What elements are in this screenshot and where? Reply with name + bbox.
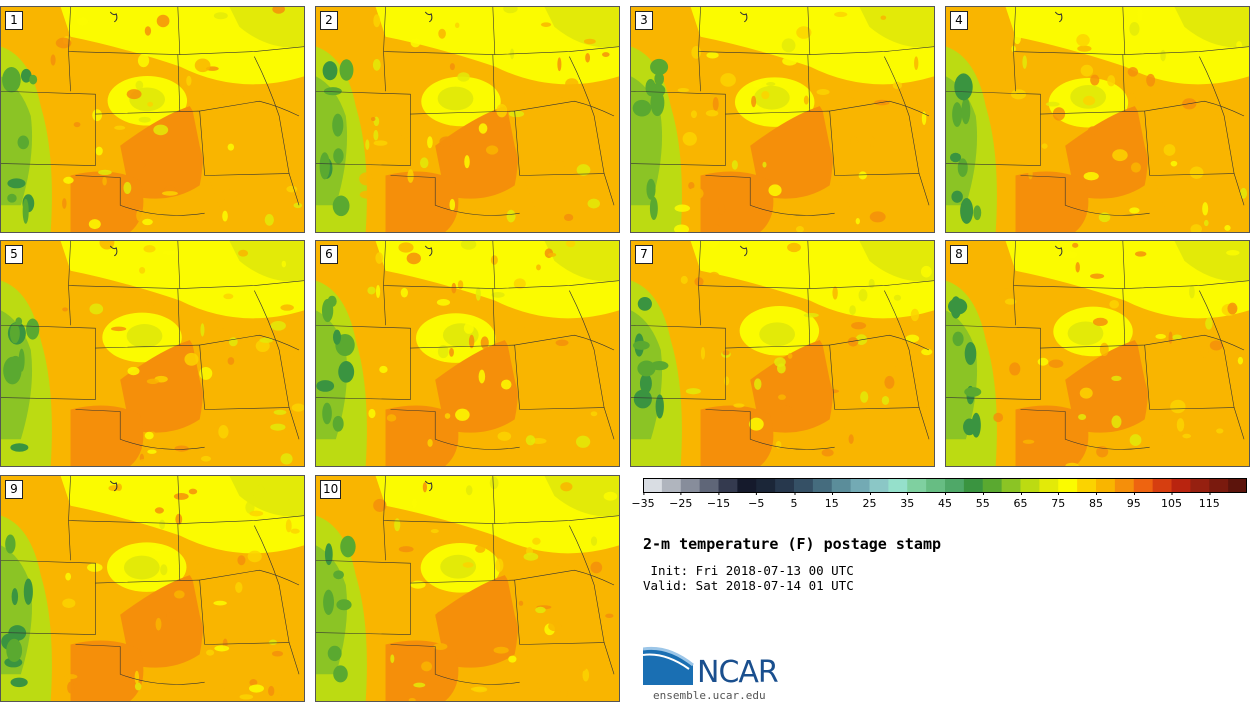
colorbar-tick: 45 bbox=[938, 492, 952, 510]
temperature-field-map bbox=[631, 241, 934, 466]
postage-stamp-9: 9 bbox=[0, 475, 305, 702]
init-time: Init: Fri 2018-07-13 00 UTC bbox=[643, 563, 854, 578]
colorbar-tick: 25 bbox=[863, 492, 877, 510]
postage-stamp-1: 1 bbox=[0, 6, 305, 233]
colorbar-swatch bbox=[982, 478, 1003, 493]
colorbar-tick: 35 bbox=[900, 492, 914, 510]
temperature-field-map bbox=[1, 241, 304, 466]
colorbar-swatch bbox=[1077, 478, 1097, 493]
colorbar-tick: −5 bbox=[748, 492, 764, 510]
colorbar-swatch bbox=[1171, 478, 1191, 493]
colorbar-swatch bbox=[850, 478, 871, 493]
temperature-field-map bbox=[946, 7, 1249, 232]
colorbar-swatch bbox=[1058, 478, 1078, 493]
colorbar-swatch bbox=[888, 478, 908, 493]
stamp-number-label: 3 bbox=[635, 11, 653, 30]
map-title: 2-m temperature (F) postage stamp bbox=[643, 535, 942, 553]
colorbar-tick: −15 bbox=[707, 492, 730, 510]
colorbar-swatch bbox=[1114, 478, 1135, 493]
colorbar-tick: 5 bbox=[791, 492, 798, 510]
stamp-number-label: 10 bbox=[320, 480, 342, 499]
colorbar-swatch bbox=[1133, 478, 1154, 493]
temperature-field-map bbox=[946, 241, 1249, 466]
ncar-logo-icon bbox=[643, 646, 694, 685]
postage-stamp-2: 2 bbox=[315, 6, 620, 233]
colorbar-tick: 105 bbox=[1161, 492, 1182, 510]
colorbar-swatch bbox=[926, 478, 946, 493]
colorbar-tick: 65 bbox=[1014, 492, 1028, 510]
temperature-field-map bbox=[316, 476, 619, 701]
colorbar-swatch bbox=[1001, 478, 1022, 493]
colorbar-swatch bbox=[831, 478, 852, 493]
colorbar-tick: 115 bbox=[1199, 492, 1220, 510]
postage-stamp-8: 8 bbox=[945, 240, 1250, 467]
stamp-number-label: 8 bbox=[950, 245, 968, 264]
colorbar-swatch bbox=[699, 478, 720, 493]
colorbar-tick: 15 bbox=[825, 492, 839, 510]
ncar-logo-text: NCAR bbox=[697, 655, 779, 690]
colorbar-swatch bbox=[1190, 478, 1210, 493]
colorbar-swatch bbox=[1020, 478, 1040, 493]
stamp-number-label: 5 bbox=[5, 245, 23, 264]
temperature-colorbar bbox=[643, 478, 1247, 493]
stamp-number-label: 1 bbox=[5, 11, 23, 30]
colorbar-tick: 85 bbox=[1089, 492, 1103, 510]
colorbar-swatch bbox=[756, 478, 776, 493]
stamp-number-label: 6 bbox=[320, 245, 338, 264]
postage-stamp-7: 7 bbox=[630, 240, 935, 467]
ensemble-url: ensemble.ucar.edu bbox=[653, 689, 766, 702]
colorbar-tick: −25 bbox=[669, 492, 692, 510]
colorbar-swatch bbox=[737, 478, 757, 493]
colorbar-swatch bbox=[963, 478, 984, 493]
colorbar-swatch bbox=[1209, 478, 1229, 493]
valid-time: Valid: Sat 2018-07-14 01 UTC bbox=[643, 578, 854, 593]
temperature-field-map bbox=[316, 7, 619, 232]
colorbar-swatch bbox=[643, 478, 663, 493]
colorbar-swatch bbox=[1228, 478, 1247, 493]
colorbar-swatch bbox=[661, 478, 682, 493]
temperature-field-map bbox=[1, 7, 304, 232]
stamp-number-label: 4 bbox=[950, 11, 968, 30]
stamp-number-label: 9 bbox=[5, 480, 23, 499]
colorbar-swatch bbox=[945, 478, 965, 493]
colorbar-swatch bbox=[775, 478, 795, 493]
postage-stamp-5: 5 bbox=[0, 240, 305, 467]
colorbar-tick: 55 bbox=[976, 492, 990, 510]
colorbar-tick: −35 bbox=[631, 492, 655, 510]
temperature-field-map bbox=[316, 241, 619, 466]
stamp-number-label: 7 bbox=[635, 245, 653, 264]
colorbar-swatch bbox=[794, 478, 814, 493]
temperature-field-map bbox=[631, 7, 934, 232]
temperature-field-map bbox=[1, 476, 304, 701]
stamp-number-label: 2 bbox=[320, 11, 338, 30]
postage-stamp-4: 4 bbox=[945, 6, 1250, 233]
colorbar-swatch bbox=[1039, 478, 1059, 493]
colorbar-swatch bbox=[1096, 478, 1116, 493]
colorbar-swatch bbox=[1152, 478, 1173, 493]
colorbar-tick: 75 bbox=[1051, 492, 1065, 510]
postage-stamp-6: 6 bbox=[315, 240, 620, 467]
postage-stamp-10: 10 bbox=[315, 475, 620, 702]
colorbar-swatch bbox=[680, 478, 701, 493]
colorbar-swatch bbox=[812, 478, 833, 493]
colorbar-swatch bbox=[718, 478, 738, 493]
colorbar-tick-labels: −35 −25 −15 −5 5 15 25 35 45 55 65 75 85 95 105 115 bbox=[631, 492, 1247, 513]
colorbar-swatch bbox=[869, 478, 889, 493]
postage-stamp-3: 3 bbox=[630, 6, 935, 233]
colorbar-tick: 95 bbox=[1127, 492, 1141, 510]
colorbar-swatch bbox=[907, 478, 927, 493]
